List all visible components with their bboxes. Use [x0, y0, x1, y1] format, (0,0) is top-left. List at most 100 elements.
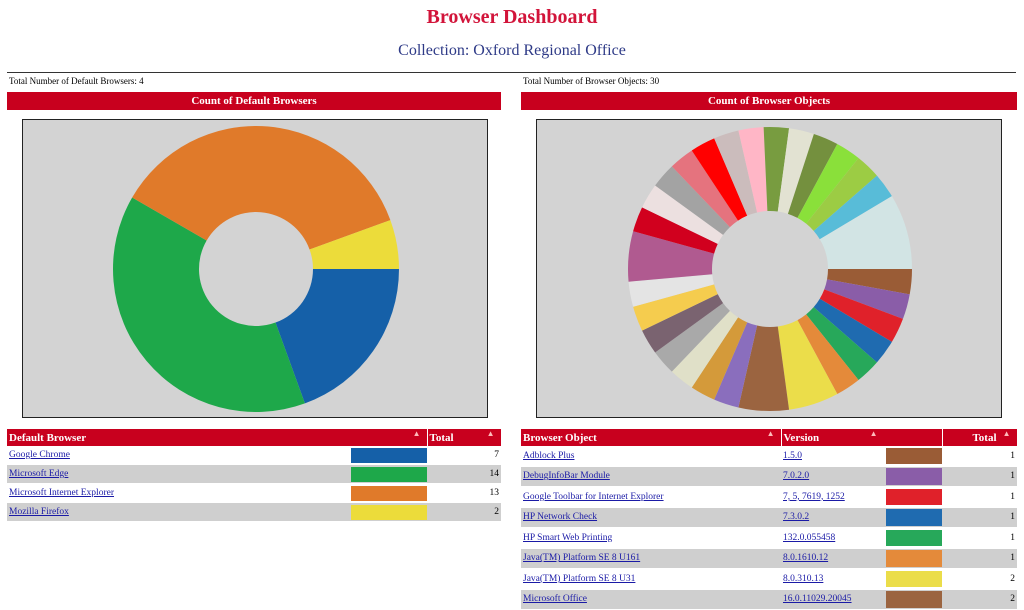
donut-slice[interactable]: [671, 150, 739, 228]
total-cell: 1: [942, 466, 1017, 487]
column-header-default-browser[interactable]: Default Browser ▲: [7, 429, 428, 446]
donut-slice[interactable]: [738, 325, 790, 411]
donut-slice[interactable]: [714, 130, 758, 216]
sort-icon[interactable]: ▲: [766, 429, 775, 438]
total-cell: 7: [427, 446, 501, 465]
version-link[interactable]: 16.0.11029.20045: [783, 594, 852, 605]
donut-slice[interactable]: [655, 166, 730, 235]
donut-slice[interactable]: [642, 185, 724, 244]
object-link[interactable]: Java(TM) Platform SE 8 U31: [523, 573, 636, 584]
version-cell: 16.0.11029.20045: [781, 589, 886, 610]
right-chart-box: [536, 119, 1002, 418]
total-cell: 1: [942, 527, 1017, 549]
sort-icon[interactable]: ▲: [412, 429, 421, 438]
browser-link[interactable]: Mozilla Firefox: [9, 507, 69, 517]
table-row: DebugInfoBar Module 7.0.2.0 1: [521, 466, 1017, 487]
donut-slice[interactable]: [797, 314, 859, 395]
object-link[interactable]: Adblock Plus: [523, 450, 575, 461]
color-swatch: [886, 507, 942, 528]
column-header-browser-object[interactable]: Browser Object ▲: [521, 429, 782, 446]
version-link[interactable]: 1.5.0: [783, 450, 802, 461]
donut-slice[interactable]: [813, 298, 892, 363]
color-swatch: [351, 483, 427, 503]
color-swatch-fill: [886, 509, 942, 526]
donut-slice[interactable]: [738, 127, 768, 213]
total-cell: 2: [427, 502, 501, 522]
object-link[interactable]: Google Toolbar for Internet Explorer: [523, 491, 664, 502]
object-link[interactable]: Microsoft Office: [523, 594, 587, 605]
donut-slice[interactable]: [628, 231, 715, 282]
donut-slice[interactable]: [309, 220, 399, 269]
version-link[interactable]: 7, 5, 7619, 1252: [783, 491, 845, 502]
donut-slice[interactable]: [132, 126, 391, 250]
color-swatch-fill: [886, 550, 942, 567]
object-name-cell: Java(TM) Platform SE 8 U161: [521, 548, 781, 569]
donut-slice[interactable]: [671, 310, 739, 388]
sort-icon[interactable]: ▲: [869, 429, 878, 438]
column-header-total[interactable]: Total ▲: [942, 429, 1018, 446]
default-browser-table: Default Browser ▲ Total ▲ Google Chrome 7 Mi…: [7, 429, 502, 522]
version-link[interactable]: 8.0.1610.12: [783, 553, 829, 564]
object-link[interactable]: HP Network Check: [523, 512, 598, 523]
donut-slice[interactable]: [819, 196, 912, 269]
right-chart-title-bar: Count of Browser Objects: [521, 92, 1017, 110]
color-swatch-fill: [886, 447, 942, 464]
donut-slice[interactable]: [633, 207, 718, 254]
donut-slice[interactable]: [763, 127, 790, 212]
version-cell: 8.0.310.13: [781, 568, 886, 590]
donut-slice[interactable]: [113, 197, 305, 413]
total-cell: 13: [427, 483, 501, 503]
sort-icon[interactable]: ▲: [486, 429, 495, 438]
donut-slice[interactable]: [777, 320, 838, 410]
color-swatch: [886, 486, 942, 508]
object-link[interactable]: Java(TM) Platform SE 8 U161: [523, 553, 641, 564]
donut-slice[interactable]: [806, 307, 877, 381]
donut-slice[interactable]: [813, 175, 892, 240]
donut-slice[interactable]: [714, 322, 758, 408]
donut-slice[interactable]: [806, 157, 877, 231]
table-row: Java(TM) Platform SE 8 U161 8.0.1610.12 1: [521, 548, 1017, 569]
total-cell: 2: [942, 589, 1017, 610]
donut-slice[interactable]: [777, 128, 814, 214]
donut-slice[interactable]: [691, 138, 748, 221]
color-swatch-fill: [351, 485, 427, 501]
object-link[interactable]: DebugInfoBar Module: [523, 471, 610, 482]
browser-link[interactable]: Google Chrome: [9, 450, 70, 460]
color-swatch: [886, 527, 942, 549]
donut-slice[interactable]: [275, 269, 399, 404]
donut-slice[interactable]: [797, 143, 859, 224]
version-cell: 1.5.0: [781, 446, 886, 467]
version-link[interactable]: 7.0.2.0: [783, 471, 810, 482]
object-link[interactable]: HP Smart Web Printing: [523, 532, 613, 543]
browser-link[interactable]: Microsoft Internet Explorer: [9, 488, 114, 498]
donut-slice[interactable]: [787, 133, 838, 218]
color-swatch: [351, 446, 427, 465]
version-link[interactable]: 8.0.310.13: [783, 573, 824, 584]
donut-slice[interactable]: [633, 284, 718, 331]
table-row: Google Chrome 7: [7, 446, 501, 465]
version-cell: 7, 5, 7619, 1252: [781, 486, 886, 508]
column-header-version[interactable]: Version ▲: [781, 429, 943, 446]
column-header-total[interactable]: Total ▲: [427, 429, 502, 446]
table-row: Microsoft Internet Explorer 13: [7, 483, 501, 503]
sort-icon[interactable]: ▲: [1002, 429, 1011, 438]
browser-name-cell: Microsoft Edge: [7, 464, 351, 484]
object-name-cell: Java(TM) Platform SE 8 U31: [521, 568, 781, 590]
version-link[interactable]: 7.3.0.2: [783, 512, 810, 523]
browser-link[interactable]: Microsoft Edge: [9, 469, 69, 479]
total-cell: 1: [942, 486, 1017, 508]
object-name-cell: Microsoft Office: [521, 589, 781, 610]
donut-slice[interactable]: [827, 269, 912, 295]
donut-slice[interactable]: [819, 289, 903, 342]
version-link[interactable]: 132.0.055458: [783, 532, 836, 543]
donut-slice[interactable]: [642, 294, 724, 353]
donut-slice[interactable]: [655, 303, 730, 372]
donut-slice[interactable]: [628, 274, 715, 307]
donut-slice[interactable]: [691, 317, 748, 400]
color-swatch-fill: [351, 447, 427, 463]
page-subtitle: Collection: Oxford Regional Office: [398, 42, 626, 59]
donut-slice[interactable]: [824, 279, 910, 319]
browser-name-cell: Microsoft Internet Explorer: [7, 483, 351, 503]
version-cell: 132.0.055458: [781, 527, 886, 549]
default-browsers-donut-chart: [113, 126, 399, 413]
